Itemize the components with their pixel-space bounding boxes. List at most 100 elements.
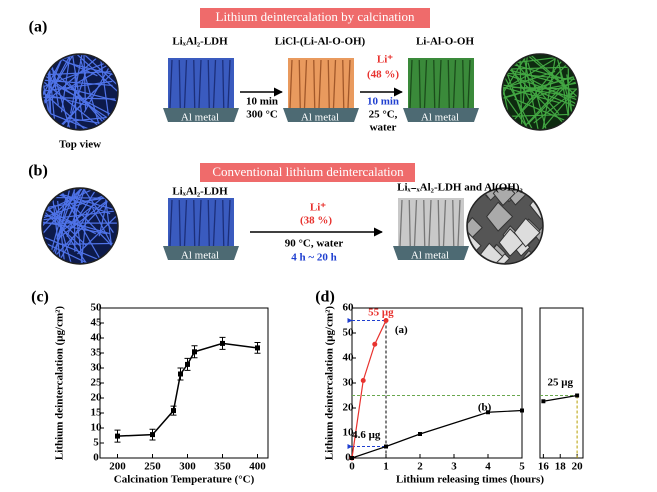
x-tick-label: 250	[144, 461, 161, 473]
fiber	[79, 58, 106, 129]
substrate	[283, 108, 359, 122]
marker	[178, 371, 183, 377]
plate	[169, 59, 173, 109]
fiber	[52, 189, 90, 254]
substrate-label: Al metal	[421, 112, 459, 124]
x-tick-label: 18	[555, 461, 567, 473]
stage-label: Liₓ₋ₓAl₂-LDH and Al(OH)₃	[397, 182, 523, 194]
marker	[383, 318, 389, 323]
x-axis-label: Lithium releasing times (hours)	[396, 474, 544, 486]
fiber	[504, 113, 577, 118]
fiber	[47, 55, 52, 127]
marker	[520, 408, 524, 413]
stage-label: LiₓAl₂-LDH	[172, 186, 228, 198]
substrate	[393, 246, 469, 260]
y-tick-label: 20	[343, 402, 355, 414]
fiber	[519, 55, 523, 129]
y-tick-label: 20	[91, 392, 103, 404]
fibers	[43, 55, 117, 129]
plate	[222, 59, 225, 109]
release-label: Li⁺	[377, 54, 393, 66]
substrate	[403, 108, 479, 122]
crystal	[537, 189, 542, 197]
fiber	[58, 189, 117, 235]
release-label: (38 %)	[300, 215, 332, 227]
crystal	[486, 201, 514, 232]
y-tick-label: 30	[91, 362, 103, 374]
fiber	[529, 78, 577, 123]
plate	[289, 59, 293, 109]
y-tick-label: 0	[345, 452, 351, 464]
x-tick-label: 20	[572, 461, 584, 473]
plate	[452, 59, 457, 109]
stage-label: Li-Al-O-OH	[416, 36, 474, 48]
fiber	[503, 60, 566, 126]
fiber	[43, 82, 100, 129]
fiber	[43, 189, 83, 251]
plate	[437, 199, 440, 247]
x-tick-label: 400	[249, 461, 266, 473]
crystals	[468, 189, 542, 263]
marker	[418, 432, 422, 436]
plate	[347, 59, 351, 109]
y-tick-label: 50	[343, 327, 355, 339]
plate	[212, 59, 217, 109]
fiber	[83, 55, 117, 113]
fiber	[503, 71, 577, 82]
fiber	[57, 200, 69, 263]
release-label: Li⁺	[310, 202, 326, 214]
plate	[457, 199, 461, 247]
substrate	[163, 246, 239, 260]
fiber	[58, 67, 88, 129]
annotation: 4.6 μg	[352, 429, 381, 441]
fiber	[503, 55, 568, 89]
x-tick-label: 4	[485, 461, 491, 473]
plate	[227, 199, 231, 247]
marker	[486, 410, 490, 415]
plate	[452, 199, 455, 247]
x-tick-label: 350	[214, 461, 231, 473]
series-line	[543, 394, 578, 402]
fiber	[503, 57, 557, 105]
plate	[342, 59, 345, 109]
fiber	[43, 96, 116, 100]
plate	[332, 59, 337, 109]
crystal	[468, 230, 482, 262]
x-tick-label: 0	[349, 461, 355, 473]
fiber	[68, 82, 117, 129]
plate	[183, 59, 188, 109]
fiber	[62, 189, 114, 233]
marker	[384, 444, 388, 449]
fiber	[514, 98, 577, 129]
fiber	[503, 55, 564, 79]
crystal	[513, 217, 541, 248]
fiber	[516, 77, 577, 95]
fiber	[522, 55, 532, 104]
annotation: 55 μg	[368, 307, 394, 319]
plate	[298, 59, 301, 109]
marker	[192, 349, 197, 355]
y-tick-label: 45	[91, 317, 103, 329]
fiber	[47, 55, 51, 122]
fiber	[527, 59, 577, 125]
annotation: 25 μg	[547, 377, 573, 389]
fiber	[43, 189, 83, 258]
panel-label: (b)	[28, 163, 48, 180]
x-tick-label: 300	[179, 461, 196, 473]
plate	[169, 199, 173, 247]
substrate-label: Al metal	[181, 250, 219, 262]
marker	[360, 378, 366, 383]
fiber	[43, 78, 113, 87]
condition: water	[370, 122, 397, 134]
condition: 10 min	[367, 96, 399, 108]
marker	[541, 399, 546, 404]
stage-label: LiₓAl₂-LDH	[172, 36, 228, 48]
panel-label: (c)	[31, 289, 49, 306]
series-label: (b)	[478, 402, 492, 414]
series-label: (a)	[395, 324, 408, 336]
condition: 90 °C, water	[285, 238, 344, 250]
plate	[462, 59, 465, 109]
fiber	[73, 189, 76, 252]
plate	[183, 199, 188, 247]
